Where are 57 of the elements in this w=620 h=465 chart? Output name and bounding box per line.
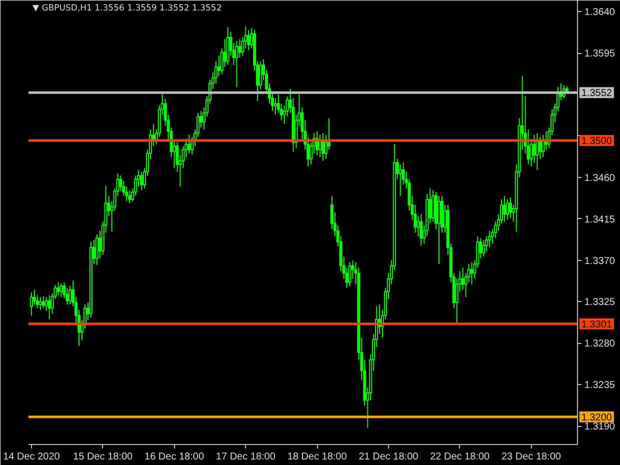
candlestick xyxy=(42,296,45,309)
candlestick xyxy=(398,164,402,196)
candlestick xyxy=(348,262,352,287)
candlestick xyxy=(188,134,191,154)
candlestick xyxy=(235,40,238,88)
x-tick-label: 23 Dec 18:00 xyxy=(502,452,562,462)
ref-line-label: 1.3552 xyxy=(581,88,612,100)
candlestick xyxy=(68,286,72,305)
x-tick-label: 16 Dec 18:00 xyxy=(144,452,204,462)
candlestick xyxy=(437,195,441,264)
candlestick xyxy=(238,38,242,58)
candlestick xyxy=(128,190,132,204)
candlestick xyxy=(48,294,51,320)
candlestick xyxy=(488,230,492,248)
y-tick-label: 1.3325 xyxy=(584,297,616,308)
candlestick xyxy=(274,98,277,116)
y-tick-label: 1.3235 xyxy=(584,380,616,392)
candlestick xyxy=(119,175,122,192)
x-tick-label: 14 Dec 2020 xyxy=(3,452,60,462)
candlestick xyxy=(327,118,331,150)
candlestick xyxy=(482,240,486,258)
candlestick xyxy=(432,190,435,222)
candlestick xyxy=(38,296,42,311)
candlestick xyxy=(247,29,250,51)
y-tick-label: 1.3415 xyxy=(584,214,616,226)
candlestick xyxy=(226,26,230,66)
candlestick xyxy=(217,55,220,77)
x-tick-label: 21 Dec 18:00 xyxy=(358,452,419,462)
candlestick xyxy=(420,214,423,246)
candlestick xyxy=(32,289,36,305)
candlestick xyxy=(470,262,474,285)
x-tick-label: 15 Dec 18:00 xyxy=(73,452,134,462)
candlestick xyxy=(56,282,60,296)
y-tick-label: 1.3595 xyxy=(584,48,616,60)
candlestick xyxy=(140,171,144,191)
y-tick-label: 1.3460 xyxy=(584,172,616,184)
y-tick-label: 1.3370 xyxy=(584,256,616,267)
x-tick-label: 18 Dec 18:00 xyxy=(287,452,348,462)
candlestick xyxy=(44,296,48,312)
candlestick xyxy=(259,60,262,90)
ref-line-label: 1.3301 xyxy=(581,319,612,330)
y-tick-label: 1.3640 xyxy=(584,7,616,18)
candlestick xyxy=(461,267,464,290)
candlestick xyxy=(223,38,226,68)
candlestick xyxy=(532,134,536,164)
chart-title: ▼ GBPUSD,H1 1.3556 1.3559 1.3552 1.3552 xyxy=(32,4,222,14)
candlestick xyxy=(95,234,98,266)
candlestick xyxy=(506,198,509,220)
candlestick xyxy=(502,195,506,222)
candlestick xyxy=(508,197,512,218)
x-tick-label: 22 Dec 18:00 xyxy=(430,452,490,462)
x-tick-label: 17 Dec 18:00 xyxy=(216,452,276,462)
y-tick-label: 1.3280 xyxy=(584,338,616,350)
candlestick xyxy=(60,282,63,298)
ref-line-label: 1.3200 xyxy=(581,412,612,424)
y-tick-label: 1.3190 xyxy=(584,422,616,433)
ref-line-label: 1.3500 xyxy=(581,136,612,148)
